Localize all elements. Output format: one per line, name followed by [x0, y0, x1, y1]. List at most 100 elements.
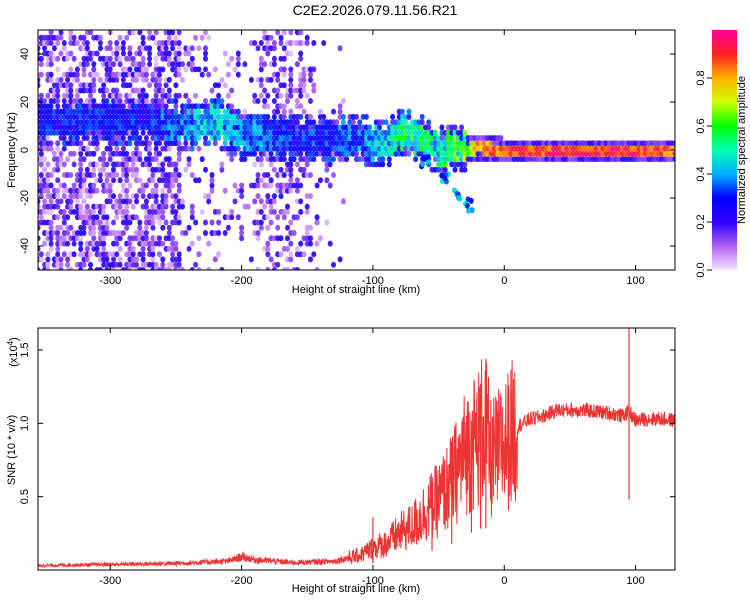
spectrogram-y-tick-label: 20: [19, 96, 31, 108]
spectrogram-cell: [48, 50, 54, 57]
spectrogram-cell: [111, 267, 116, 270]
spectrogram-cell: [239, 224, 245, 231]
spectrogram-cell: [265, 50, 271, 57]
spectrogram-cell: [180, 61, 185, 68]
spectrogram-cell: [235, 214, 241, 221]
spectrogram-cell: [65, 256, 71, 263]
spectrogram-cell: [255, 45, 261, 52]
spectrogram-cell: [124, 224, 130, 231]
spectrogram-cell: [91, 230, 97, 236]
spectrogram-cell: [340, 98, 346, 104]
spectrogram-cell: [147, 140, 153, 147]
spectrogram-cell: [124, 208, 130, 215]
spectrogram-cell: [242, 108, 248, 115]
spectrogram-cell: [137, 135, 143, 141]
spectrogram-cell: [48, 182, 54, 189]
spectrogram-cell: [65, 230, 71, 236]
spectrogram-cell: [117, 193, 123, 200]
spectrogram-cell: [672, 150, 675, 157]
spectrogram-cell: [216, 251, 222, 258]
spectrogram-cell: [94, 50, 100, 57]
spectrogram-cell: [130, 55, 136, 62]
spectrogram-cell: [301, 108, 307, 115]
spectrogram-cell: [229, 214, 235, 221]
spectrogram-cell: [252, 40, 258, 46]
spectrogram-cell: [248, 256, 254, 263]
spectrogram-cell: [222, 187, 228, 194]
spectrogram-cell: [268, 76, 274, 83]
spectrogram-cell: [196, 45, 202, 52]
spectrogram-cell: [38, 82, 41, 89]
spectrogram-cell: [78, 161, 84, 168]
spectrogram-cell: [127, 50, 133, 57]
spectrogram-cell: [140, 267, 146, 270]
spectrogram-cell: [196, 251, 202, 258]
spectrogram-cell: [173, 193, 179, 200]
spectrogram-cell: [298, 103, 304, 110]
snr-x-tick-label: 0: [501, 575, 507, 587]
spectrogram-cell: [143, 182, 149, 189]
spectrogram-x-tick-label: -100: [362, 275, 384, 287]
spectrogram-cell: [216, 108, 222, 115]
spectrogram-cell: [308, 256, 313, 263]
spectrogram-cell: [265, 113, 271, 120]
spectrogram-cell: [65, 214, 71, 221]
spectrogram-cell: [157, 82, 162, 89]
spectrogram-cell: [265, 224, 271, 231]
spectrogram-cell: [71, 55, 77, 62]
spectrogram-cell: [38, 203, 41, 210]
spectrogram-cell: [38, 256, 44, 263]
spectrogram-cell: [91, 87, 97, 94]
spectrogram-cell: [101, 245, 107, 252]
spectrogram-cell: [153, 55, 159, 62]
spectrogram-x-tick-label: -200: [231, 275, 253, 287]
spectrogram-cell: [308, 240, 313, 247]
spectrogram-cell: [147, 45, 153, 52]
spectrogram-cell: [38, 245, 41, 252]
spectrogram-cell: [117, 177, 123, 184]
spectrogram-cell: [160, 166, 166, 173]
spectrogram-cell: [38, 61, 44, 68]
spectrogram-cell: [288, 251, 294, 258]
spectrogram-cell: [229, 156, 235, 163]
spectrogram-cell: [281, 55, 287, 62]
spectrogram-cell: [163, 219, 169, 226]
spectrogram-cell: [111, 193, 116, 200]
spectrogram-cell: [153, 187, 159, 194]
spectrogram-cell: [74, 92, 80, 99]
snr-x-tick-label: -200: [231, 575, 253, 587]
spectrogram-cell: [81, 66, 87, 73]
spectrogram-cell: [239, 230, 245, 236]
spectrogram-cell: [196, 108, 202, 115]
spectrogram-cell: [114, 40, 120, 46]
spectrogram-cell: [71, 182, 77, 189]
spectrogram-cell: [262, 98, 268, 104]
spectrogram-cell: [340, 119, 346, 126]
spectrogram-cell: [176, 214, 182, 221]
spectrogram-cell: [298, 50, 304, 57]
spectrogram-cell: [314, 219, 320, 226]
spectrogram-cell: [456, 194, 461, 201]
spectrogram-cell: [304, 203, 310, 210]
spectrogram-cell: [48, 71, 54, 78]
spectrogram-cell: [294, 214, 300, 221]
spectrogram-cell: [248, 76, 254, 83]
spectrogram-cell: [301, 87, 307, 94]
spectrogram-cell: [180, 198, 185, 205]
spectrogram-cell: [268, 182, 274, 189]
colorbar: 0.0 0.2 0.4 0.6 0.8 Normalized spectral ampl…: [695, 30, 748, 278]
spectrogram-cell: [327, 182, 333, 189]
spectrogram-cell: [140, 251, 146, 258]
spectrogram-cell: [498, 135, 504, 141]
spectrogram-cell: [301, 76, 307, 83]
spectrogram-cell: [120, 103, 126, 110]
spectrogram-cell: [268, 256, 274, 263]
spectrogram-cell: [308, 113, 313, 120]
spectrogram-cell: [150, 245, 156, 252]
spectrogram-cell: [239, 235, 245, 242]
spectrogram-cell: [173, 245, 179, 252]
spectrogram-cell: [298, 198, 304, 205]
spectrogram-cell: [183, 166, 189, 173]
spectrogram-cell: [265, 245, 271, 252]
spectrogram-cell: [134, 256, 139, 263]
